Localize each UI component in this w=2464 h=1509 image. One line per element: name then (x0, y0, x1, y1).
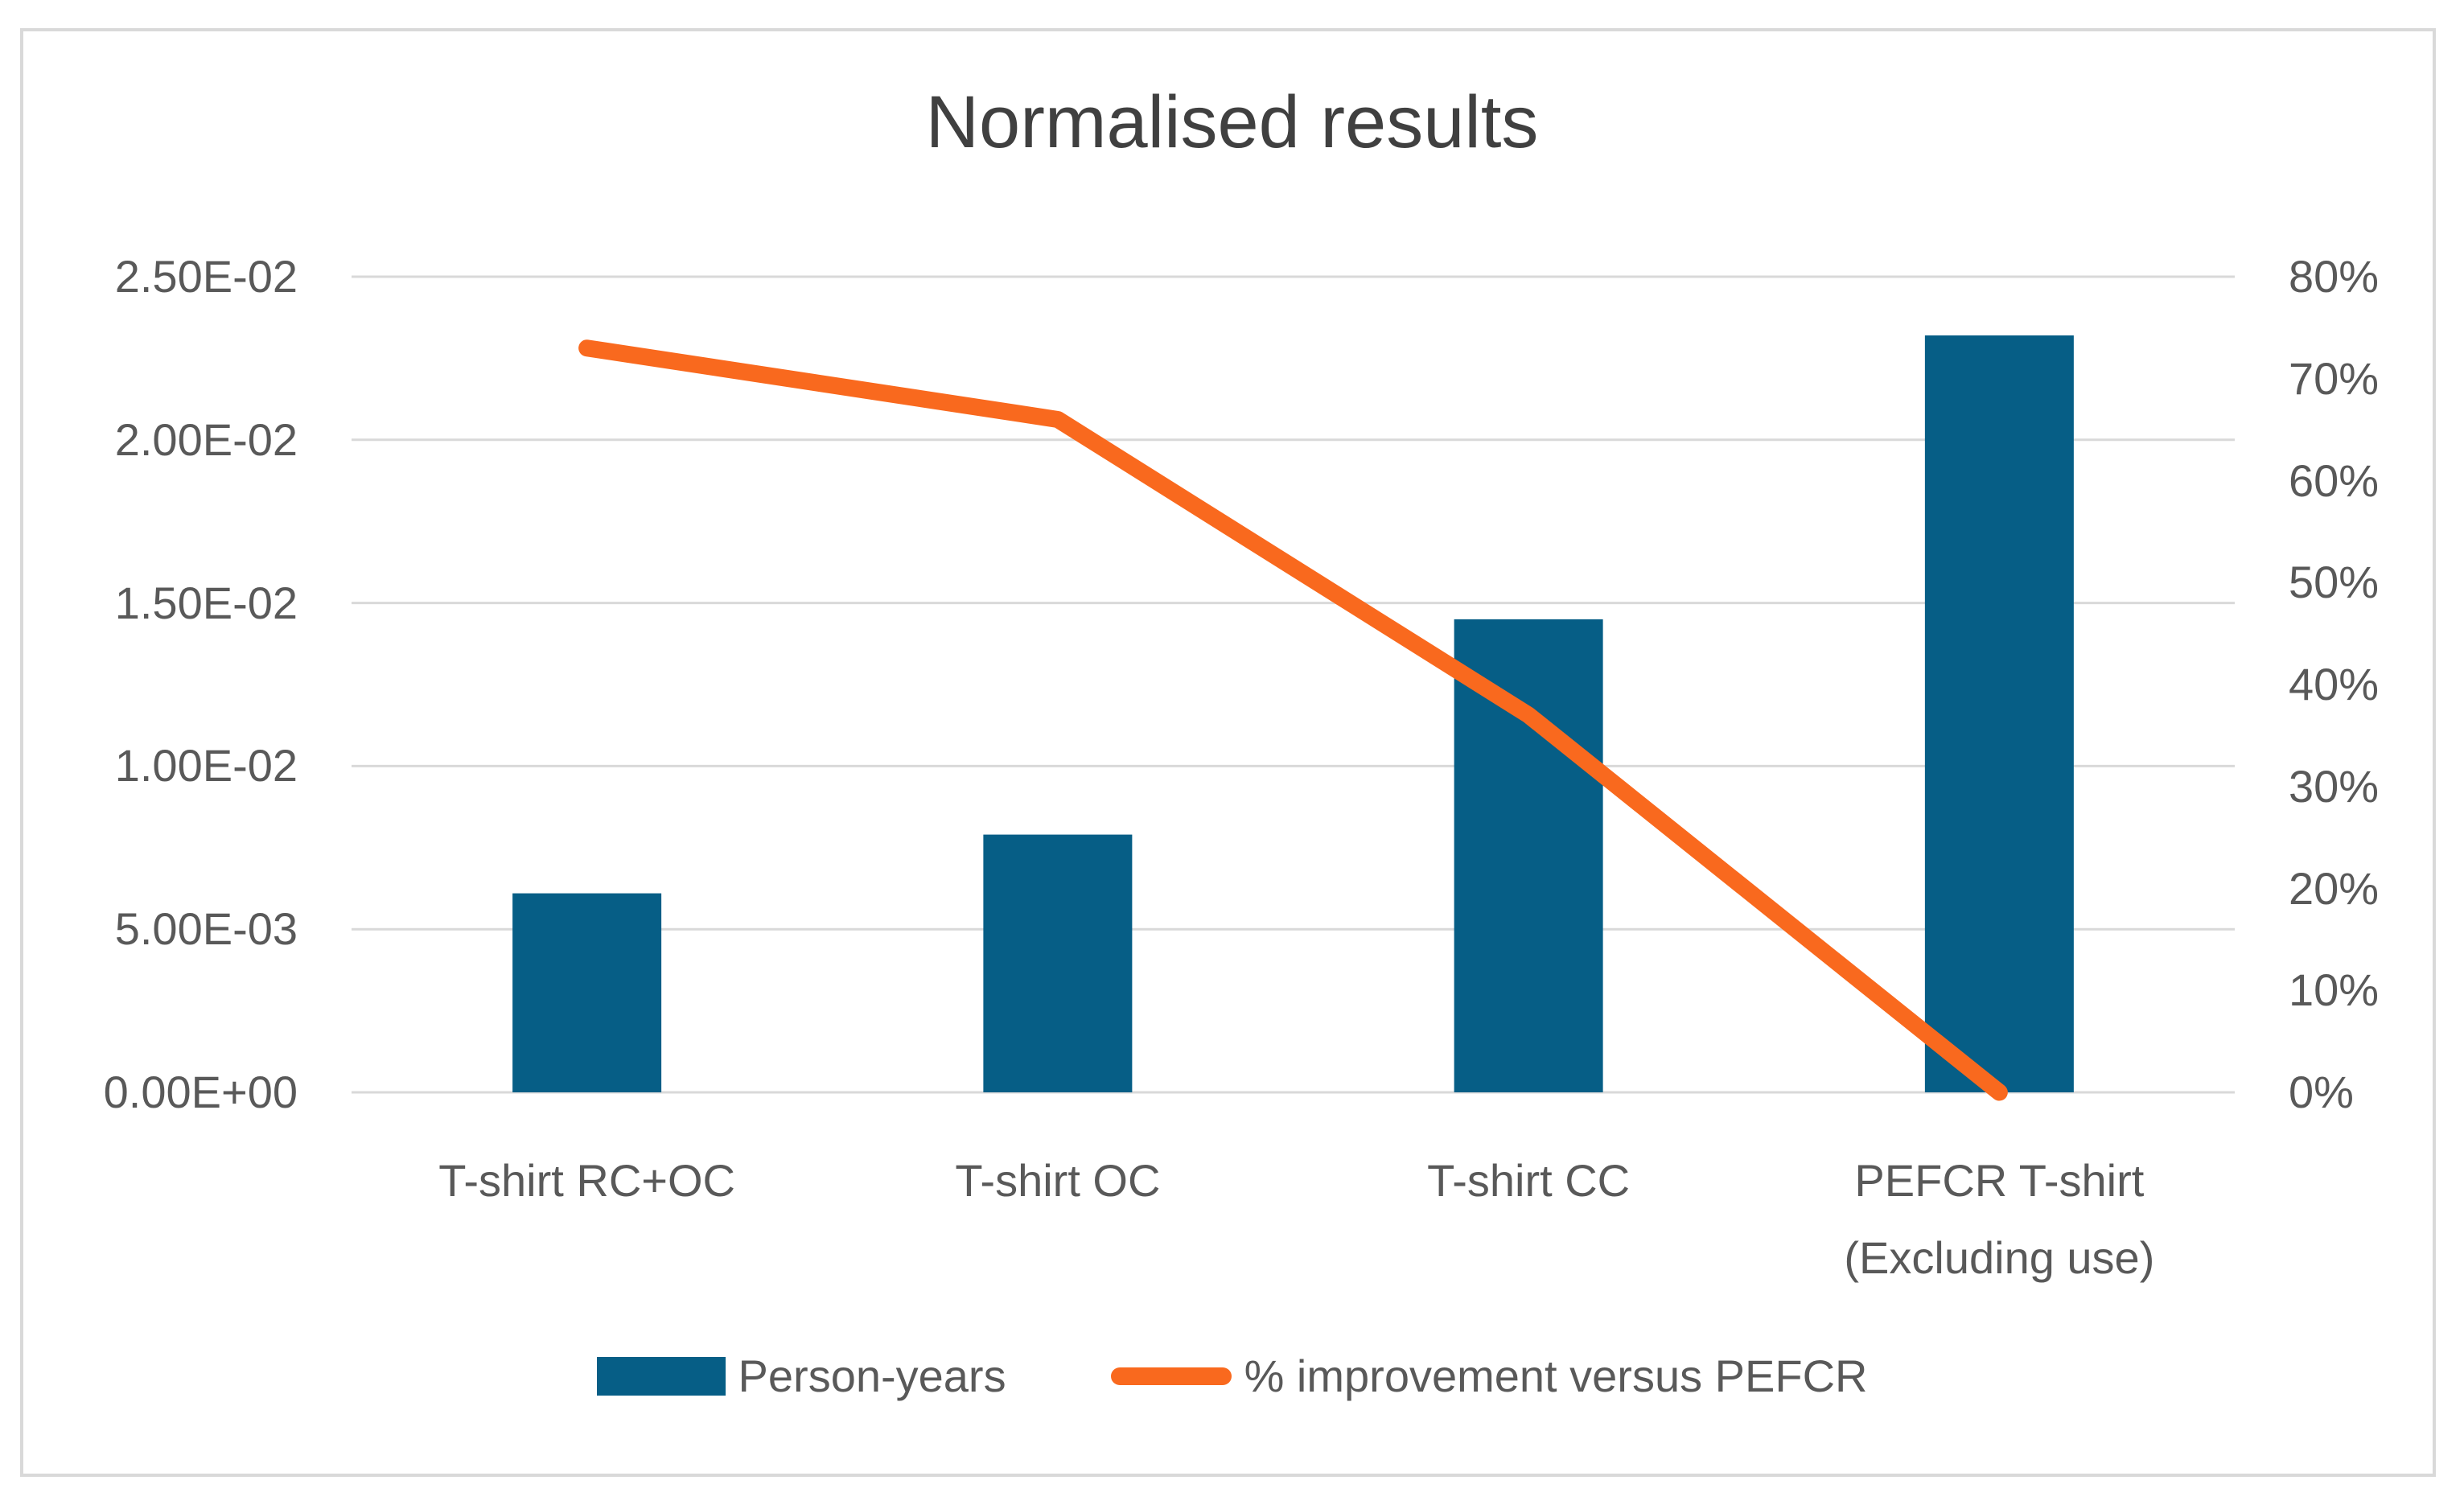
category-label: T-shirt OC (955, 1155, 1161, 1206)
line-series-swatch-icon (1110, 1367, 1232, 1385)
right-axis-tick-label: 50% (2289, 557, 2380, 608)
improvement-line (578, 339, 2008, 1101)
right-axis-tick-label: 60% (2289, 454, 2380, 506)
left-axis-tick-label: 2.00E-02 (114, 413, 298, 465)
bar-person-years (512, 893, 662, 1092)
right-axis-tick-label: 10% (2289, 964, 2380, 1016)
legend: Person-years % improvement versus PEFCR (0, 1350, 2464, 1402)
legend-label: % improvement versus PEFCR (1244, 1351, 1868, 1401)
right-axis-tick-label: 30% (2289, 760, 2380, 812)
bar-series (512, 335, 2074, 1092)
bar-series-swatch-icon (596, 1356, 726, 1396)
legend-item-person-years: Person-years (596, 1350, 1006, 1402)
right-axis-tick-label: 40% (2289, 659, 2380, 709)
legend-label: Person-years (738, 1351, 1006, 1401)
gridlines (352, 275, 2235, 1094)
line-series (578, 339, 2008, 1101)
bar-person-years (983, 834, 1133, 1092)
left-axis-tick-label: 1.00E-02 (114, 740, 298, 792)
left-axis-tick-label: 5.00E-03 (114, 903, 298, 955)
right-axis-tick-label: 20% (2289, 862, 2380, 914)
right-axis-tick-label: 80% (2289, 251, 2380, 302)
category-label: T-shirt CC (1427, 1155, 1631, 1206)
left-axis-tick-label: 0.00E+00 (103, 1067, 298, 1117)
chart-title: Normalised results (925, 81, 1539, 163)
bar-person-years (1454, 619, 1603, 1092)
category-label: PEFCR T-shirt (Excluding use) (1844, 1155, 2155, 1283)
legend-item-improvement: % improvement versus PEFCR (1110, 1350, 1868, 1402)
right-axis-tick-label: 70% (2289, 352, 2380, 404)
right-axis-tick-label: 0% (2289, 1067, 2354, 1117)
left-axis-tick-label: 1.50E-02 (114, 577, 298, 628)
bar-person-years (1924, 335, 2074, 1092)
left-axis-tick-label: 2.50E-02 (114, 251, 298, 302)
category-label: T-shirt RC+OC (438, 1155, 735, 1206)
